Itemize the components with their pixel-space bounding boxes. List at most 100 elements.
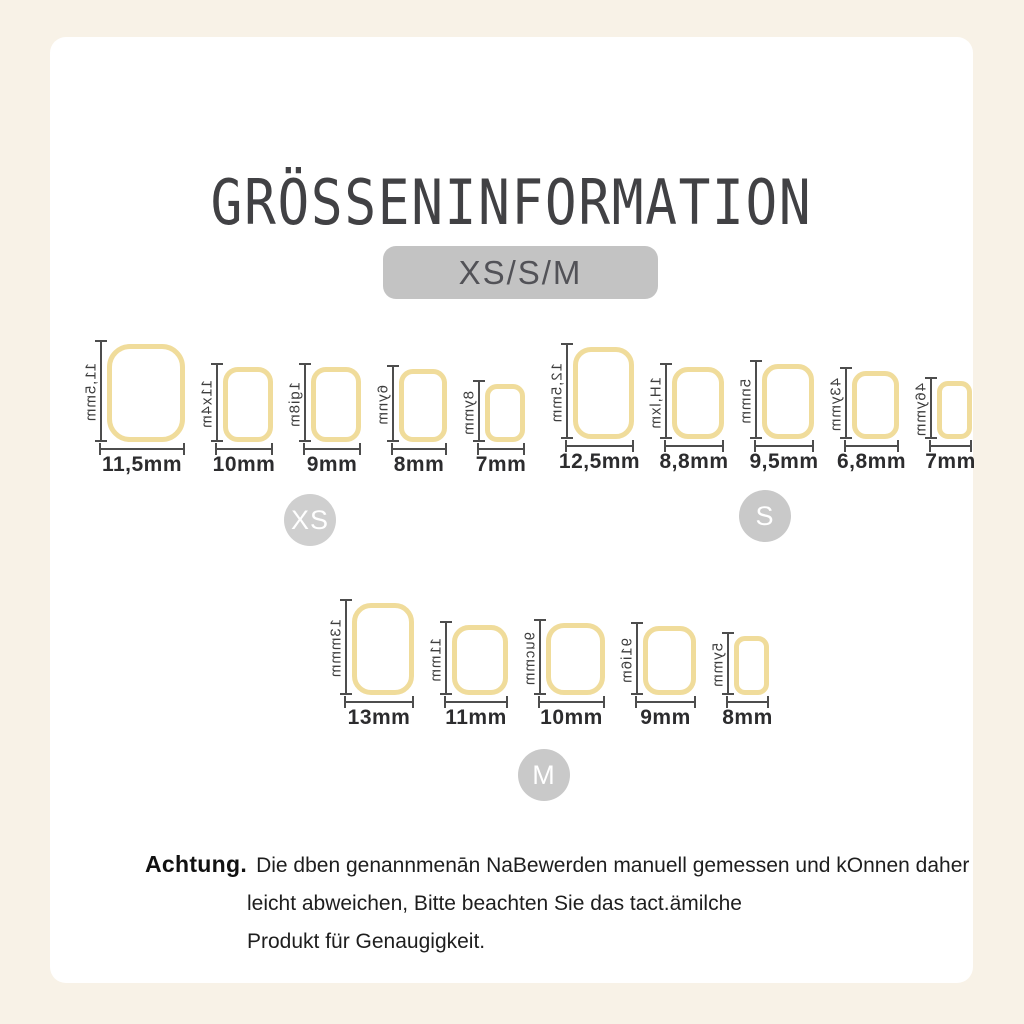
horizontal-measure-line (635, 696, 696, 708)
nail-height-label: 1gi8m (286, 381, 304, 428)
disclaimer-note: Achtung. Die dben genannmenān NaBewerden … (145, 845, 1024, 961)
vertical-measure-line (561, 343, 573, 439)
nail-size-item: 11x4m 10mm (198, 363, 276, 477)
size-group-s: 12,5mm 12,5mm 1H,lxm 8,8mm 5nmm 9,5mm 43ymm 6,8… (548, 343, 975, 474)
horizontal-measure-line (391, 443, 447, 455)
nail-width-label: 13mm (347, 706, 411, 729)
horizontal-measure-line (754, 440, 814, 452)
horizontal-measure-line (99, 443, 185, 455)
nail-size-item: 13mmm 13mm (327, 599, 414, 730)
note-line-1: Die dben genannmenān NaBewerden manuell … (256, 854, 970, 877)
nail-height-label: 5nmm (737, 378, 755, 425)
nail-width-label: 9,5mm (749, 450, 819, 473)
nail-size-item: 9ucmm 10mm (521, 619, 605, 730)
nail-row: 13mmm 13mm 11mm 11mm 9ucmm 10mm 91i6m 9mm 5ymm 8m… (327, 599, 772, 730)
nail-outline (643, 626, 696, 695)
nail-width-label: 10mm (540, 706, 603, 729)
nail-height-label: 46ymm (912, 382, 930, 438)
size-range-pill: XS/S/M (383, 246, 658, 299)
vertical-measure-line (631, 622, 643, 695)
nail-width-label: 11mm (445, 706, 507, 729)
nail-width-label: 11,5mm (101, 453, 183, 476)
nail-height-label: 43ymm (827, 377, 845, 433)
nail-size-item: 11,5mm 11,5mm (82, 340, 185, 477)
nail-height-label: 1H,lxm (647, 376, 665, 430)
nail-width-label: 8mm (722, 706, 773, 729)
nail-height-label: 5ymm (709, 643, 727, 688)
nail-width-label: 7mm (925, 450, 976, 473)
note-line-3: Produkt für Genaugigkeit. (247, 930, 486, 953)
nail-outline (352, 603, 414, 695)
page-title: GRÖSSENINFORMATION (210, 165, 813, 239)
nail-size-item: 91i6m 9mm (618, 622, 696, 730)
vertical-measure-line (473, 380, 485, 442)
vertical-measure-line (750, 360, 762, 439)
horizontal-measure-line (664, 440, 724, 452)
nail-width-label: 8mm (393, 453, 445, 476)
nail-height-label: 11x4m (198, 380, 216, 429)
horizontal-measure-line (344, 696, 414, 708)
note-title: Achtung. (145, 851, 248, 877)
nail-width-label: 12,5mm (558, 450, 641, 473)
nail-size-item: 6ynm 8mm (374, 365, 447, 477)
nail-height-label: 13mmm (327, 619, 345, 679)
card: GRÖSSENINFORMATION XS/S/M 11,5mm 11,5mm 11… (50, 37, 975, 983)
nail-width-label: 8,8mm (659, 450, 729, 473)
nail-outline (573, 347, 634, 439)
nail-size-item: 46ymm 7mm (912, 377, 975, 474)
nail-size-item: 5ymm 8mm (709, 632, 772, 730)
vertical-measure-line (299, 363, 311, 442)
vertical-measure-line (660, 363, 672, 439)
nail-outline (399, 369, 447, 442)
note-line-2: leicht abweichen, Bitte beachten Sie das… (247, 892, 742, 915)
horizontal-measure-line (565, 440, 634, 452)
nail-height-label: 9ucmm (521, 631, 539, 687)
nail-height-label: 8ymm (460, 390, 478, 436)
horizontal-measure-line (303, 443, 361, 455)
nail-height-label: 11mm (427, 637, 445, 683)
horizontal-measure-line (538, 696, 605, 708)
nail-height-label: 6ynm (374, 385, 392, 426)
nail-height-label: 12,5mm (548, 362, 566, 424)
nail-outline (452, 625, 508, 695)
horizontal-measure-line (444, 696, 508, 708)
nail-size-item: 1gi8m 9mm (286, 363, 361, 477)
nail-row: 12,5mm 12,5mm 1H,lxm 8,8mm 5nmm 9,5mm 43ymm 6,8… (548, 343, 975, 474)
nail-width-label: 6,8mm (836, 450, 907, 473)
vertical-measure-line (722, 632, 734, 695)
nail-width-label: 9mm (306, 453, 358, 476)
nail-size-item: 5nmm 9,5mm (737, 360, 818, 474)
nail-outline (223, 367, 273, 442)
nail-size-item: 12,5mm 12,5mm (548, 343, 640, 474)
horizontal-measure-line (726, 696, 769, 708)
nail-outline (546, 623, 605, 695)
nail-outline (734, 636, 769, 695)
horizontal-measure-line (844, 440, 899, 452)
nail-outline (107, 344, 185, 442)
vertical-measure-line (95, 340, 107, 442)
vertical-measure-line (387, 365, 399, 442)
vertical-measure-line (925, 377, 937, 439)
nail-width-label: 9mm (640, 706, 691, 729)
size-group-m: 13mmm 13mm 11mm 11mm 9ucmm 10mm 91i6m 9mm 5ymm 8m… (327, 599, 772, 730)
size-badge-xs: XS (284, 494, 336, 546)
nail-outline (485, 384, 525, 442)
horizontal-measure-line (929, 440, 972, 452)
nail-outline (762, 364, 814, 439)
nail-width-label: 10mm (212, 453, 276, 476)
size-group-xs: 11,5mm 11,5mm 11x4m 10mm 1gi8m 9mm 6ynm 8mm 8ymm… (82, 340, 527, 477)
vertical-measure-line (440, 621, 452, 695)
horizontal-measure-line (215, 443, 273, 455)
nail-size-item: 1H,lxm 8,8mm (647, 363, 728, 474)
nail-height-label: 11,5mm (82, 363, 100, 423)
nail-outline (672, 367, 724, 439)
size-badge-s: S (739, 490, 791, 542)
nail-width-label: 7mm (475, 453, 527, 476)
nail-outline (311, 367, 361, 442)
vertical-measure-line (840, 367, 852, 439)
nail-height-label: 91i6m (618, 637, 636, 684)
nail-size-item: 43ymm 6,8mm (827, 367, 906, 474)
vertical-measure-line (340, 599, 352, 695)
horizontal-measure-line (477, 443, 525, 455)
nail-size-item: 8ymm 7mm (460, 380, 527, 477)
